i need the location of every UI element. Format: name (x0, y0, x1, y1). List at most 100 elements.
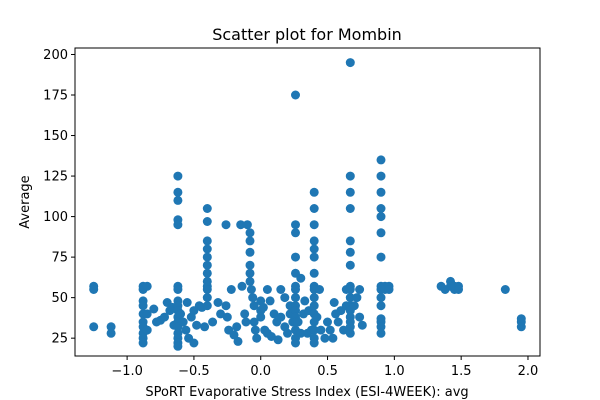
data-point (256, 312, 266, 322)
data-point (106, 322, 116, 332)
data-point (245, 276, 255, 286)
data-point (329, 298, 339, 307)
data-point (376, 155, 386, 165)
data-point (173, 285, 183, 294)
data-point (355, 285, 365, 294)
y-tick-label: 100 (43, 210, 68, 225)
chart-title: Scatter plot for Mombin (212, 25, 402, 44)
x-tick-label: 0.5 (317, 364, 338, 379)
data-point (309, 293, 319, 303)
data-point (355, 312, 365, 322)
x-axis: −1.0 −0.5 0.0 0.5 1.0 1.5 2.0 (111, 356, 538, 379)
data-point (357, 320, 367, 330)
y-tick-label: 25 (51, 332, 68, 347)
data-point (276, 285, 286, 294)
data-point (291, 220, 300, 230)
data-point (181, 325, 191, 335)
data-point (202, 285, 212, 294)
data-point (189, 338, 199, 348)
data-point (237, 281, 247, 291)
data-point (454, 285, 463, 294)
data-point (320, 333, 330, 343)
data-point (291, 293, 300, 303)
data-point (262, 285, 272, 294)
data-point (273, 335, 283, 345)
x-tick-label: −0.5 (178, 364, 210, 379)
data-point (192, 320, 202, 330)
data-point (202, 293, 212, 303)
y-tick-label: 200 (43, 48, 68, 63)
data-point (266, 332, 276, 341)
data-point (296, 273, 306, 283)
data-point (233, 336, 243, 346)
data-point (142, 281, 152, 291)
data-point (376, 322, 386, 332)
data-point (202, 268, 212, 278)
data-point (325, 325, 335, 335)
data-point (291, 306, 300, 316)
x-tick-label: 1.5 (451, 364, 472, 379)
x-tick-label: −1.0 (111, 364, 143, 379)
data-point (309, 301, 319, 311)
data-point (376, 301, 386, 311)
data-point (241, 317, 251, 327)
data-point (309, 325, 319, 335)
data-point (182, 298, 192, 307)
data-point (138, 301, 148, 311)
data-point (345, 187, 355, 197)
data-point (265, 296, 275, 306)
data-point (245, 228, 255, 238)
data-point (345, 285, 355, 294)
data-point (242, 220, 252, 230)
y-tick-label: 150 (43, 129, 68, 144)
data-point (221, 220, 231, 230)
data-point (142, 325, 152, 335)
data-point (173, 171, 183, 181)
data-point (160, 312, 169, 322)
plot-area-frame (74, 47, 541, 357)
data-point (500, 285, 510, 294)
data-point (312, 312, 322, 322)
data-point (349, 301, 359, 311)
data-point (149, 304, 159, 314)
data-point (339, 325, 349, 335)
data-point (283, 328, 292, 338)
data-point (291, 338, 300, 348)
data-point (173, 220, 183, 230)
data-point (226, 285, 236, 294)
data-point (309, 204, 319, 213)
x-tick-label: 1.0 (384, 364, 405, 379)
y-tick-label: 125 (43, 170, 68, 185)
data-point (142, 309, 152, 319)
data-point (202, 204, 212, 213)
data-point (323, 317, 332, 327)
data-point (240, 309, 250, 319)
data-point (236, 220, 246, 230)
data-point (200, 322, 210, 332)
data-point (252, 333, 262, 343)
data-point (316, 325, 326, 335)
data-point (202, 301, 212, 311)
data-point (309, 252, 319, 262)
data-point (309, 236, 319, 246)
data-point (178, 317, 188, 327)
data-point (173, 341, 183, 351)
data-point (291, 252, 300, 262)
data-point (376, 212, 386, 222)
data-point (222, 312, 232, 322)
data-point (269, 309, 279, 319)
data-point (248, 293, 258, 303)
y-axis-label: Average (18, 175, 33, 228)
data-point (202, 252, 212, 262)
data-point (202, 236, 212, 246)
data-point (345, 204, 355, 213)
data-point (245, 247, 255, 257)
data-point (333, 317, 343, 327)
data-point (138, 338, 148, 348)
data-point (296, 328, 306, 338)
data-point (345, 328, 355, 338)
data-point (376, 328, 386, 338)
data-point (352, 293, 362, 303)
data-point (309, 244, 319, 254)
data-point (246, 285, 256, 294)
